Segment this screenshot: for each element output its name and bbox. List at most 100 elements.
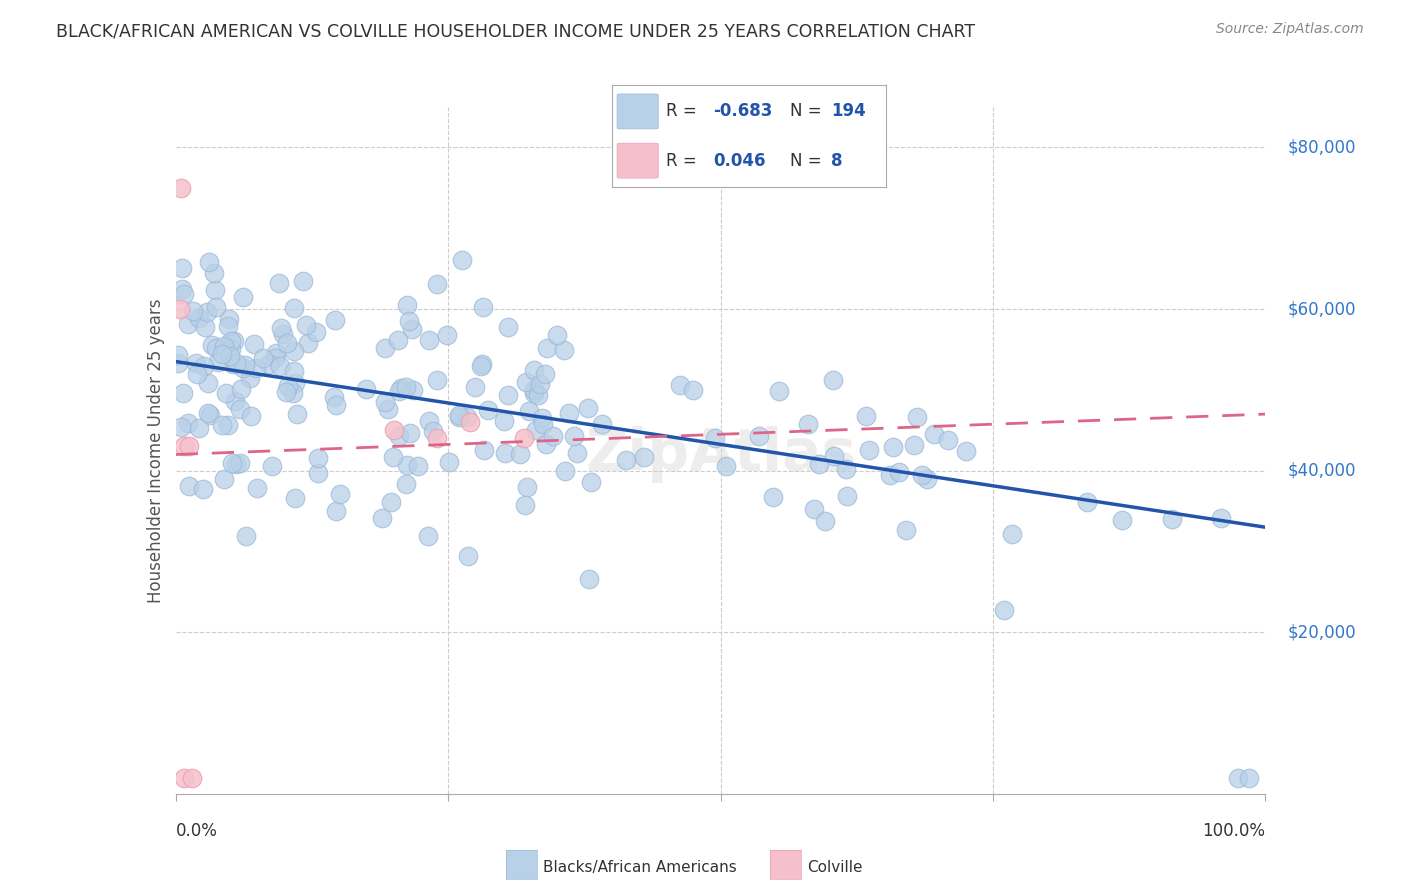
Point (177, 416, 200, 430)
Text: Colville: Colville (807, 860, 862, 874)
Point (225, 457, 247, 471)
Point (993, 602, 1015, 616)
Point (191, 483, 214, 497)
Point (305, 326, 328, 340)
Point (283, 385, 305, 400)
Point (426, 277, 449, 292)
Point (170, 282, 193, 296)
Point (451, 252, 474, 267)
Point (356, 382, 378, 396)
Point (395, 458, 418, 472)
Point (879, 467, 901, 482)
Point (205, 300, 228, 314)
Point (292, 274, 315, 288)
Text: 194: 194 (831, 103, 866, 120)
Point (211, 417, 233, 432)
Text: N =: N = (790, 103, 821, 120)
Point (201, 338, 224, 352)
Point (198, 408, 221, 422)
Point (882, 440, 904, 454)
Point (229, 456, 252, 470)
Point (515, 376, 537, 390)
Point (456, 409, 478, 424)
Point (464, 379, 486, 393)
Point (823, 449, 845, 463)
Point (533, 367, 555, 381)
Point (264, 346, 287, 360)
Point (533, 417, 555, 431)
Point (768, 384, 790, 398)
Text: N =: N = (790, 152, 821, 169)
Point (229, 382, 252, 396)
Text: $60,000: $60,000 (1288, 300, 1355, 318)
Point (395, 380, 418, 394)
Point (541, 429, 564, 443)
Point (565, 446, 588, 460)
Point (426, 373, 449, 387)
Text: R =: R = (666, 103, 697, 120)
Point (224, 393, 246, 408)
Point (212, 339, 235, 353)
Point (1160, 511, 1182, 525)
Point (276, 384, 298, 399)
Point (252, 351, 274, 365)
Point (477, 403, 499, 417)
Point (184, 356, 207, 370)
Point (169, 301, 191, 316)
Point (181, 771, 204, 785)
Point (284, 491, 307, 505)
Point (245, 361, 267, 376)
Point (167, 348, 190, 362)
Point (222, 357, 245, 371)
Point (380, 495, 402, 509)
Point (905, 410, 928, 425)
Point (173, 439, 195, 453)
Point (262, 458, 284, 473)
Point (614, 453, 637, 467)
Point (402, 383, 425, 397)
Point (194, 319, 217, 334)
Point (205, 341, 228, 355)
Point (204, 283, 226, 297)
Point (297, 335, 319, 350)
Text: 0.046: 0.046 (713, 152, 765, 169)
Point (232, 361, 254, 376)
Point (436, 327, 458, 342)
Point (492, 414, 515, 428)
Point (217, 417, 239, 432)
Point (517, 404, 540, 418)
Point (449, 410, 471, 425)
Point (523, 385, 546, 400)
Point (534, 436, 557, 450)
Point (217, 319, 239, 334)
Point (418, 414, 440, 428)
Point (395, 298, 418, 312)
Point (668, 378, 690, 392)
Point (915, 472, 938, 486)
Point (377, 401, 399, 416)
Point (472, 300, 495, 314)
Point (219, 342, 242, 356)
Point (219, 349, 242, 363)
Point (924, 426, 946, 441)
Point (835, 462, 858, 476)
Point (177, 478, 200, 492)
Point (246, 481, 269, 495)
Point (387, 334, 409, 348)
Y-axis label: Householder Income Under 25 years: Householder Income Under 25 years (146, 298, 165, 603)
Point (401, 322, 423, 336)
Point (323, 390, 346, 404)
Point (172, 261, 194, 276)
Point (212, 472, 235, 486)
Point (389, 382, 412, 396)
Point (496, 388, 519, 402)
Text: $40,000: $40,000 (1288, 462, 1355, 480)
Point (471, 357, 494, 371)
Point (1001, 527, 1024, 541)
Point (193, 359, 215, 374)
Point (955, 443, 977, 458)
Point (169, 420, 191, 434)
Point (529, 376, 551, 391)
Point (188, 310, 211, 325)
Point (167, 356, 190, 370)
